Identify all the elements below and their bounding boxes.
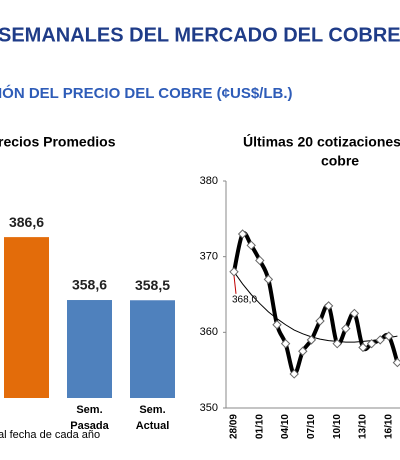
x-tick-label: 16/10 [383, 414, 394, 439]
page-title: SEMANALES DEL MERCADO DEL COBRE [0, 24, 400, 46]
bar [67, 300, 112, 398]
x-tick-label: 04/10 [280, 414, 291, 439]
point-marker [298, 346, 308, 356]
point-marker [263, 274, 274, 285]
bar [130, 300, 175, 398]
point-marker [289, 369, 299, 379]
x-tick-label: 07/10 [306, 414, 317, 439]
point-marker [237, 229, 248, 239]
point-marker [306, 335, 317, 345]
point-marker [332, 338, 342, 349]
x-tick-label: 10/10 [332, 414, 343, 439]
value-label: 358,5 [135, 277, 170, 293]
point-marker [272, 320, 282, 330]
point-marker [229, 267, 239, 277]
y-tick-label: 360 [200, 326, 218, 338]
y-tick-label: 350 [200, 402, 218, 414]
value-label: 386,6 [9, 214, 44, 230]
chart-title: Últimas 20 cotizaciones [243, 133, 400, 150]
point-marker [384, 331, 394, 341]
point-marker [375, 335, 385, 345]
bar [4, 237, 49, 398]
chart-title: cobre [321, 153, 359, 169]
point-marker [366, 338, 377, 349]
point-marker [315, 316, 325, 326]
value-label: 358,6 [72, 277, 107, 293]
point-marker [349, 308, 360, 319]
annotation: 368,0 [232, 294, 257, 305]
point-marker [280, 338, 291, 349]
x-tick-label: Sem. Actual [136, 404, 170, 432]
point-marker [323, 301, 334, 311]
point-marker [255, 255, 265, 266]
point-marker [392, 357, 400, 368]
chart-title: recios Promedios [0, 134, 116, 150]
x-tick-label: 28/09 [229, 414, 240, 439]
annotation-arrow [233, 275, 237, 294]
y-tick-label: 370 [200, 251, 218, 263]
point-marker [246, 240, 256, 251]
point-marker [358, 342, 368, 353]
x-tick-label: 13/10 [358, 414, 369, 439]
price-line [232, 231, 400, 376]
x-tick-label: 01/10 [254, 414, 265, 439]
x-tick-label: Sem. Pasada [70, 404, 109, 432]
subtitle: IÓN DEL PRECIO DEL COBRE (¢US$/LB.) [0, 84, 293, 102]
y-tick-label: 380 [200, 175, 218, 187]
footnote: al fecha de cada año [0, 429, 100, 441]
point-marker [341, 323, 351, 334]
